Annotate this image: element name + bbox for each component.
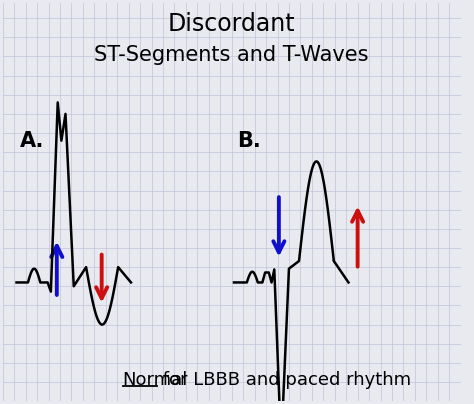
Text: A.: A. <box>20 131 45 151</box>
Text: ST-Segments and T-Waves: ST-Segments and T-Waves <box>94 45 369 65</box>
Text: for LBBB and paced rhythm: for LBBB and paced rhythm <box>157 371 411 389</box>
Text: Discordant: Discordant <box>168 12 295 36</box>
Text: Normal: Normal <box>123 371 188 389</box>
Text: B.: B. <box>237 131 261 151</box>
